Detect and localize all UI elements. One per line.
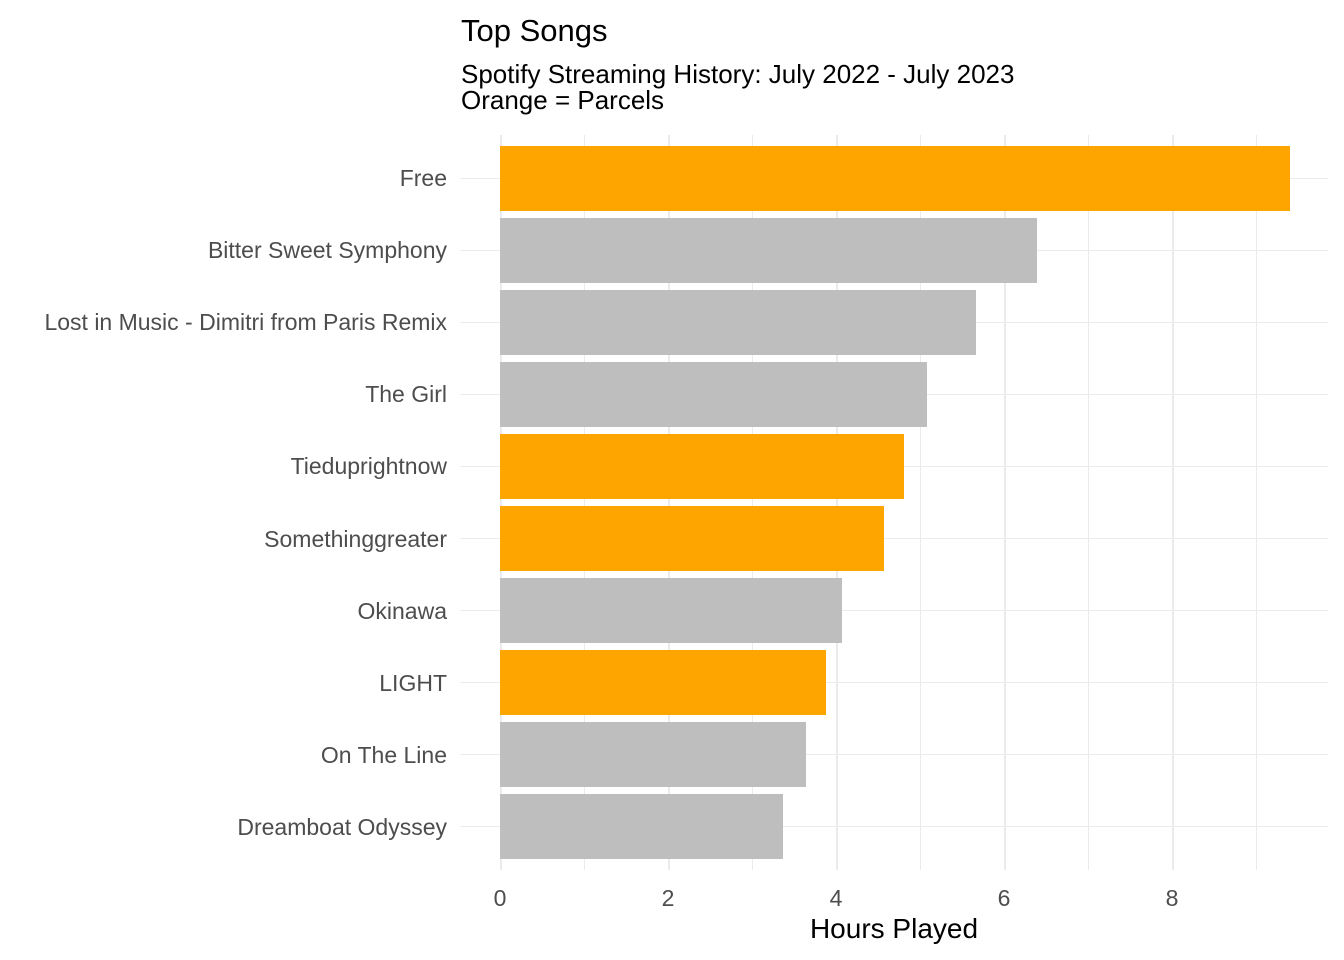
- y-axis-label-light: LIGHT: [379, 669, 447, 696]
- x-gridline-9: [1256, 135, 1258, 870]
- y-axis-label-okinawa: Okinawa: [357, 597, 447, 624]
- y-axis-label-lost-in-music-dimitri-from-paris-remix: Lost in Music - Dimitri from Paris Remix: [44, 309, 447, 336]
- bar-lost-in-music-dimitri-from-paris-remix: [500, 289, 977, 355]
- bar-free: [500, 145, 1290, 211]
- y-axis-label-somethinggreater: Somethinggreater: [264, 525, 447, 552]
- y-axis-label-on-the-line: On The Line: [320, 741, 447, 768]
- y-gridline-dreamboat-odyssey: [460, 826, 1328, 828]
- x-gridline-4: [836, 135, 838, 870]
- bar-dreamboat-odyssey: [500, 794, 784, 860]
- bar-bitter-sweet-symphony: [500, 217, 1037, 283]
- bar-light: [500, 650, 826, 716]
- y-gridline-on-the-line: [460, 754, 1328, 756]
- x-gridline-3: [752, 135, 754, 870]
- chart-subtitle-line2: Orange = Parcels: [461, 85, 665, 115]
- x-gridline-1: [584, 135, 586, 870]
- x-axis-title: Hours Played: [809, 913, 979, 944]
- y-gridline-somethinggreater: [460, 537, 1328, 540]
- x-tick-label-8: 8: [1165, 885, 1179, 911]
- x-tick-label-4: 4: [829, 885, 843, 911]
- y-axis-label-bitter-sweet-symphony: Bitter Sweet Symphony: [207, 237, 447, 264]
- chart-subtitle: Spotify Streaming History: July 2022 - J…: [461, 61, 1014, 113]
- bar-the-girl: [500, 361, 927, 427]
- x-tick-label-6: 6: [997, 885, 1011, 911]
- x-gridline-2: [668, 135, 670, 870]
- x-gridline-5: [920, 135, 922, 870]
- x-gridline-6: [1004, 135, 1006, 870]
- y-axis-label-tieduprightnow: Tieduprightnow: [290, 453, 447, 480]
- x-gridline-7: [1088, 135, 1090, 870]
- chart-title: Top Songs: [461, 13, 608, 48]
- y-axis-label-free: Free: [399, 165, 447, 192]
- bar-somethinggreater: [500, 506, 884, 571]
- x-tick-label-0: 0: [493, 885, 507, 911]
- x-tick-label-2: 2: [661, 885, 675, 911]
- chart-subtitle-line1: Spotify Streaming History: July 2022 - J…: [461, 59, 1015, 89]
- y-axis-label-dreamboat-odyssey: Dreamboat Odyssey: [237, 813, 447, 840]
- y-gridline-light: [460, 681, 1328, 684]
- x-gridline-8: [1172, 135, 1174, 870]
- x-gridline-0: [500, 135, 502, 870]
- plot-panel: [460, 135, 1328, 870]
- bar-okinawa: [500, 578, 842, 643]
- bar-tieduprightnow: [500, 434, 905, 499]
- bar-on-the-line: [500, 722, 806, 788]
- y-axis-label-the-girl: The Girl: [365, 381, 447, 408]
- y-gridline-okinawa: [460, 609, 1328, 612]
